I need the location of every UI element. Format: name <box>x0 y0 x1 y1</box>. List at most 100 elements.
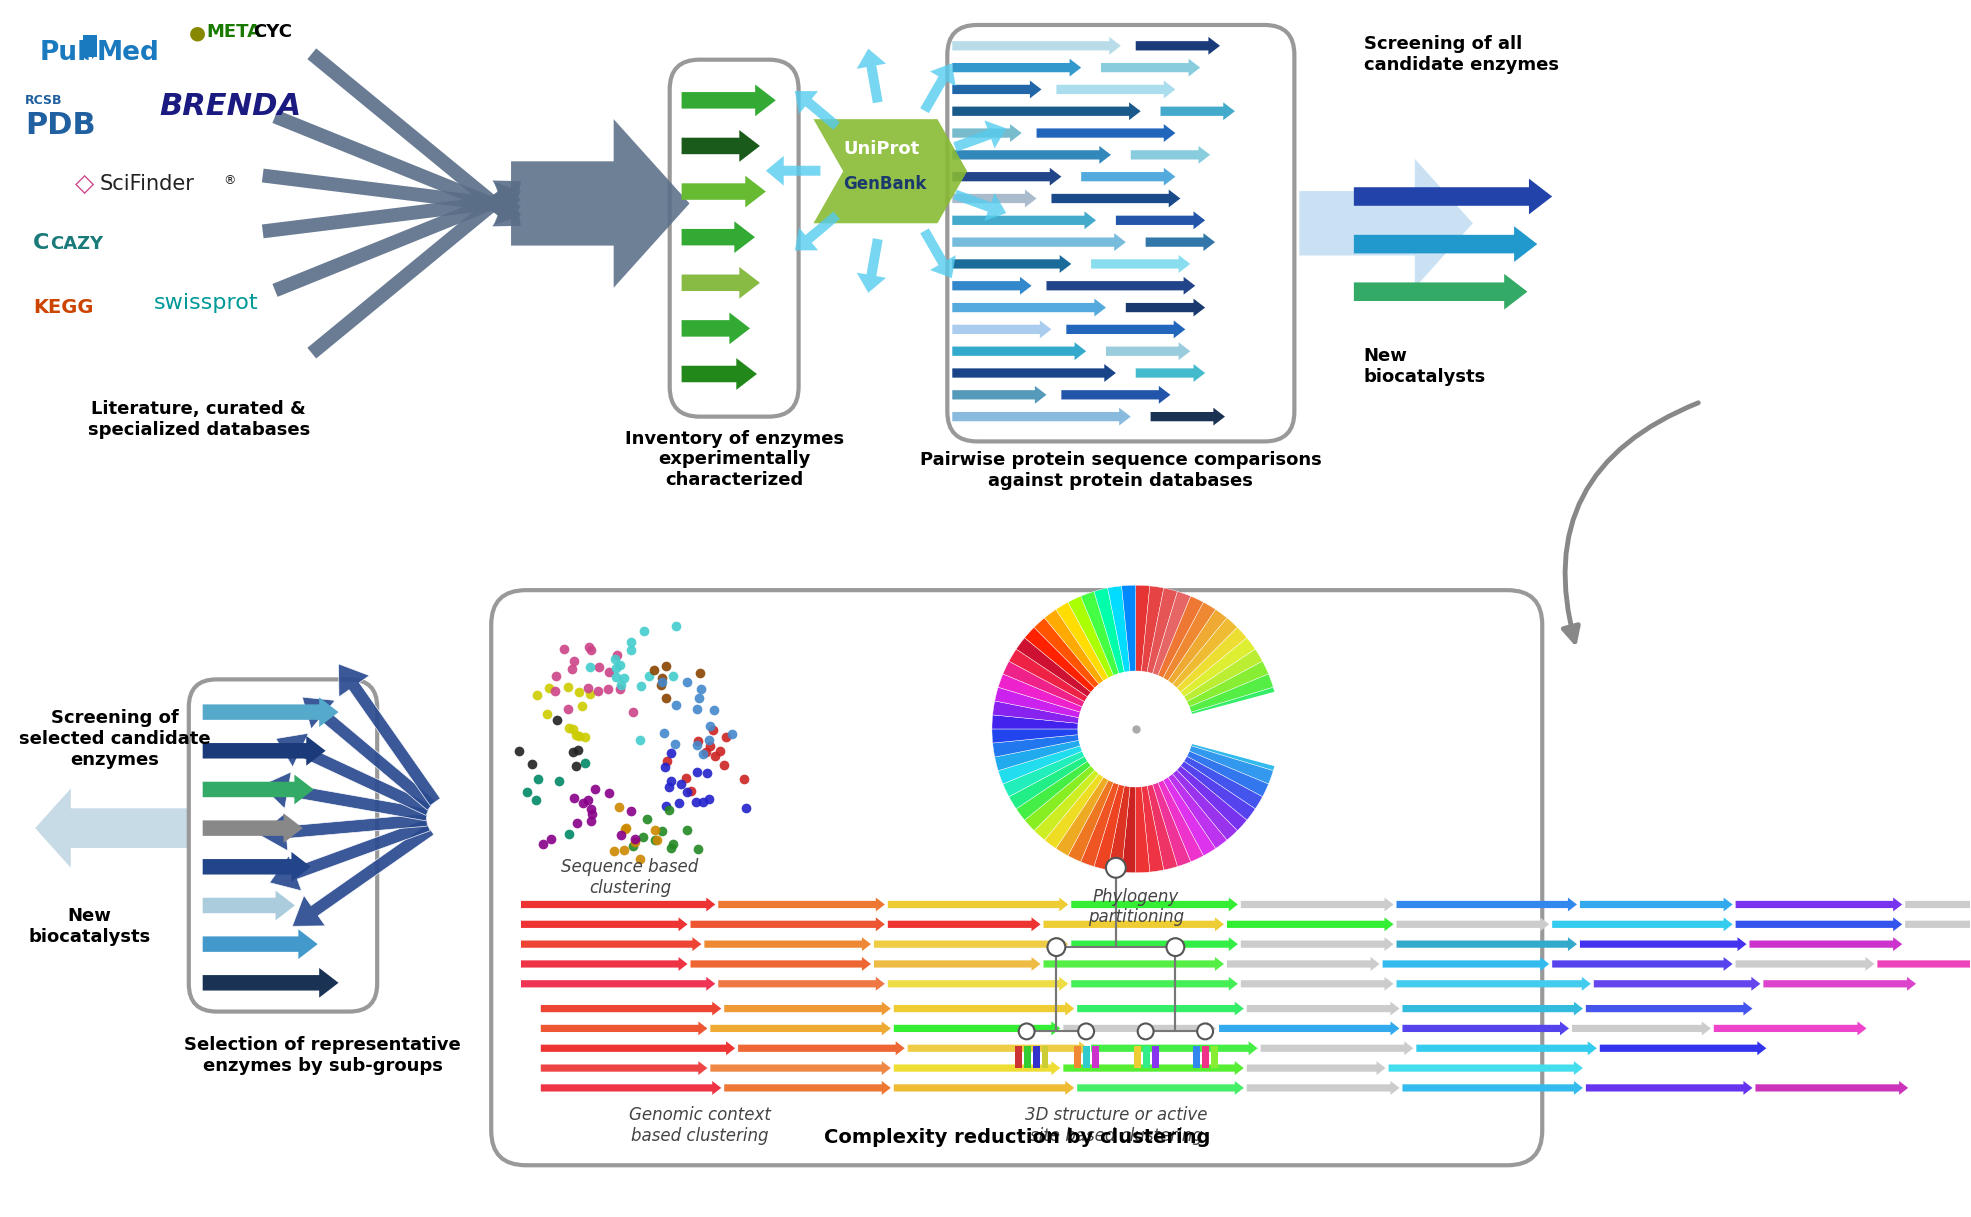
Polygon shape <box>203 968 339 998</box>
Wedge shape <box>1056 776 1108 856</box>
Polygon shape <box>893 1061 1060 1075</box>
Polygon shape <box>1066 320 1185 338</box>
Polygon shape <box>520 957 688 971</box>
Wedge shape <box>1003 751 1084 797</box>
Polygon shape <box>952 342 1086 360</box>
Polygon shape <box>1078 1002 1244 1015</box>
Polygon shape <box>952 234 1125 251</box>
Wedge shape <box>1189 674 1273 712</box>
Text: Selection of representative
enzymes by sub-groups: Selection of representative enzymes by s… <box>183 1037 461 1075</box>
Wedge shape <box>1080 783 1120 867</box>
Polygon shape <box>682 175 767 207</box>
Text: RCSB: RCSB <box>26 95 63 107</box>
Wedge shape <box>1192 735 1279 757</box>
Wedge shape <box>1181 638 1256 697</box>
Wedge shape <box>1163 602 1216 682</box>
Wedge shape <box>1035 618 1100 689</box>
Wedge shape <box>1173 769 1238 840</box>
Polygon shape <box>1072 977 1238 991</box>
Polygon shape <box>260 772 428 821</box>
Text: swissprot: swissprot <box>154 293 258 313</box>
Polygon shape <box>520 977 715 991</box>
Polygon shape <box>520 918 688 931</box>
Polygon shape <box>954 190 1007 221</box>
Wedge shape <box>993 701 1080 723</box>
Text: KEGG: KEGG <box>34 298 93 316</box>
Wedge shape <box>993 735 1080 757</box>
Polygon shape <box>307 49 520 226</box>
Polygon shape <box>270 819 430 891</box>
Polygon shape <box>1595 977 1760 991</box>
Wedge shape <box>1056 602 1108 682</box>
Polygon shape <box>814 119 968 223</box>
Polygon shape <box>952 320 1051 338</box>
Polygon shape <box>1354 274 1528 309</box>
Wedge shape <box>1135 585 1149 672</box>
Wedge shape <box>997 746 1082 784</box>
Polygon shape <box>307 180 520 359</box>
Polygon shape <box>1092 256 1190 273</box>
Polygon shape <box>520 937 702 950</box>
Polygon shape <box>794 212 840 251</box>
Polygon shape <box>540 1081 721 1095</box>
Wedge shape <box>1167 774 1226 848</box>
Polygon shape <box>1060 386 1171 404</box>
Bar <box>83 35 97 57</box>
Wedge shape <box>1153 783 1190 867</box>
Polygon shape <box>1062 1021 1216 1036</box>
Polygon shape <box>952 37 1121 55</box>
Text: META: META <box>207 23 262 41</box>
Wedge shape <box>1141 785 1163 873</box>
Text: SciFinder: SciFinder <box>101 174 195 194</box>
Wedge shape <box>1192 701 1279 723</box>
Polygon shape <box>717 897 885 912</box>
FancyBboxPatch shape <box>948 26 1295 442</box>
Polygon shape <box>1145 234 1214 251</box>
Text: Sequence based
clustering: Sequence based clustering <box>562 858 698 897</box>
Polygon shape <box>1906 897 1971 912</box>
Circle shape <box>1106 858 1125 877</box>
Text: Pub: Pub <box>39 40 97 66</box>
Polygon shape <box>1242 937 1393 950</box>
Polygon shape <box>339 664 440 806</box>
Wedge shape <box>1181 761 1256 820</box>
Wedge shape <box>1045 774 1104 848</box>
Text: 3D structure or active
site based clustering: 3D structure or active site based cluste… <box>1025 1106 1206 1144</box>
Polygon shape <box>682 313 751 344</box>
Bar <box>1210 1047 1218 1069</box>
Wedge shape <box>1190 740 1277 770</box>
Wedge shape <box>1135 786 1149 873</box>
Polygon shape <box>1587 1081 1752 1095</box>
Polygon shape <box>1553 957 1733 971</box>
Polygon shape <box>510 119 690 287</box>
Polygon shape <box>1354 179 1553 214</box>
Polygon shape <box>540 1002 721 1015</box>
Polygon shape <box>35 789 193 868</box>
Polygon shape <box>1261 1042 1413 1055</box>
Polygon shape <box>520 897 715 912</box>
Polygon shape <box>887 897 1068 912</box>
Text: Complexity reduction by clustering: Complexity reduction by clustering <box>824 1128 1210 1148</box>
Polygon shape <box>952 364 1116 382</box>
Circle shape <box>1047 938 1064 957</box>
Polygon shape <box>203 736 325 765</box>
Polygon shape <box>1242 897 1393 912</box>
Polygon shape <box>1403 1002 1583 1015</box>
Polygon shape <box>292 824 434 926</box>
Bar <box>1015 1047 1021 1069</box>
Polygon shape <box>710 1061 891 1075</box>
Polygon shape <box>1043 918 1224 931</box>
Circle shape <box>1078 672 1192 786</box>
Polygon shape <box>682 221 755 253</box>
Polygon shape <box>1764 977 1916 991</box>
Polygon shape <box>767 156 820 186</box>
Wedge shape <box>1157 596 1204 678</box>
Wedge shape <box>995 740 1080 770</box>
Text: Inventory of enzymes
experimentally
characterized: Inventory of enzymes experimentally char… <box>625 430 844 489</box>
Polygon shape <box>1116 212 1204 229</box>
Wedge shape <box>1163 776 1216 856</box>
Polygon shape <box>1135 364 1204 382</box>
Polygon shape <box>1248 1061 1386 1075</box>
Polygon shape <box>1037 124 1175 142</box>
Polygon shape <box>1218 1021 1399 1036</box>
